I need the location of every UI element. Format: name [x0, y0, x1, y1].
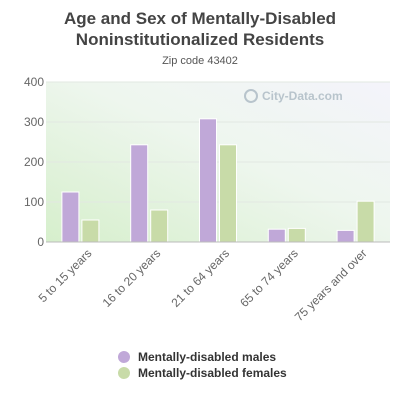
bar-males [336, 229, 355, 243]
x-tick-label: 16 to 20 years [100, 246, 164, 310]
chart-title-line-2: Noninstitutionalized Residents [75, 30, 325, 49]
bar-females [219, 144, 237, 243]
legend-label-males: Mentally-disabled males [138, 350, 277, 364]
bar-females [287, 227, 306, 243]
watermark-text: City-Data.com [262, 89, 343, 103]
y-tick-label: 200 [24, 155, 44, 169]
watermark-icon [244, 89, 258, 103]
chart-title: Age and Sex of Mentally-Disabled Noninst… [0, 8, 400, 50]
bar-females [356, 200, 375, 243]
x-tick-label: 65 to 74 years [237, 246, 301, 310]
y-tick-label: 0 [37, 235, 44, 249]
y-tick-label: 400 [24, 75, 44, 89]
x-tick-label: 5 to 15 years [36, 246, 95, 305]
bar-males [199, 118, 217, 243]
legend-swatch-males [118, 351, 130, 363]
bar-males [61, 191, 80, 243]
legend-swatch-females [118, 367, 130, 379]
chart-subtitle: Zip code 43402 [162, 55, 238, 67]
legend-label-females: Mentally-disabled females [138, 366, 287, 380]
x-tick-label: 21 to 64 years [168, 246, 232, 310]
y-tick-label: 100 [24, 195, 44, 209]
x-tick-label: 75 years and over [292, 246, 370, 324]
bar-males [267, 228, 286, 243]
legend-item-males: Mentally-disabled males [118, 349, 287, 365]
legend-item-females: Mentally-disabled females [118, 365, 287, 381]
bar-females [81, 219, 100, 243]
y-tick-label: 300 [24, 115, 44, 129]
legend: Mentally-disabled males Mentally-disable… [118, 349, 287, 381]
bar-females [150, 209, 169, 243]
bar-males [130, 144, 149, 243]
chart-title-line-1: Age and Sex of Mentally-Disabled [63, 9, 337, 28]
watermark: City-Data.com [244, 89, 343, 103]
